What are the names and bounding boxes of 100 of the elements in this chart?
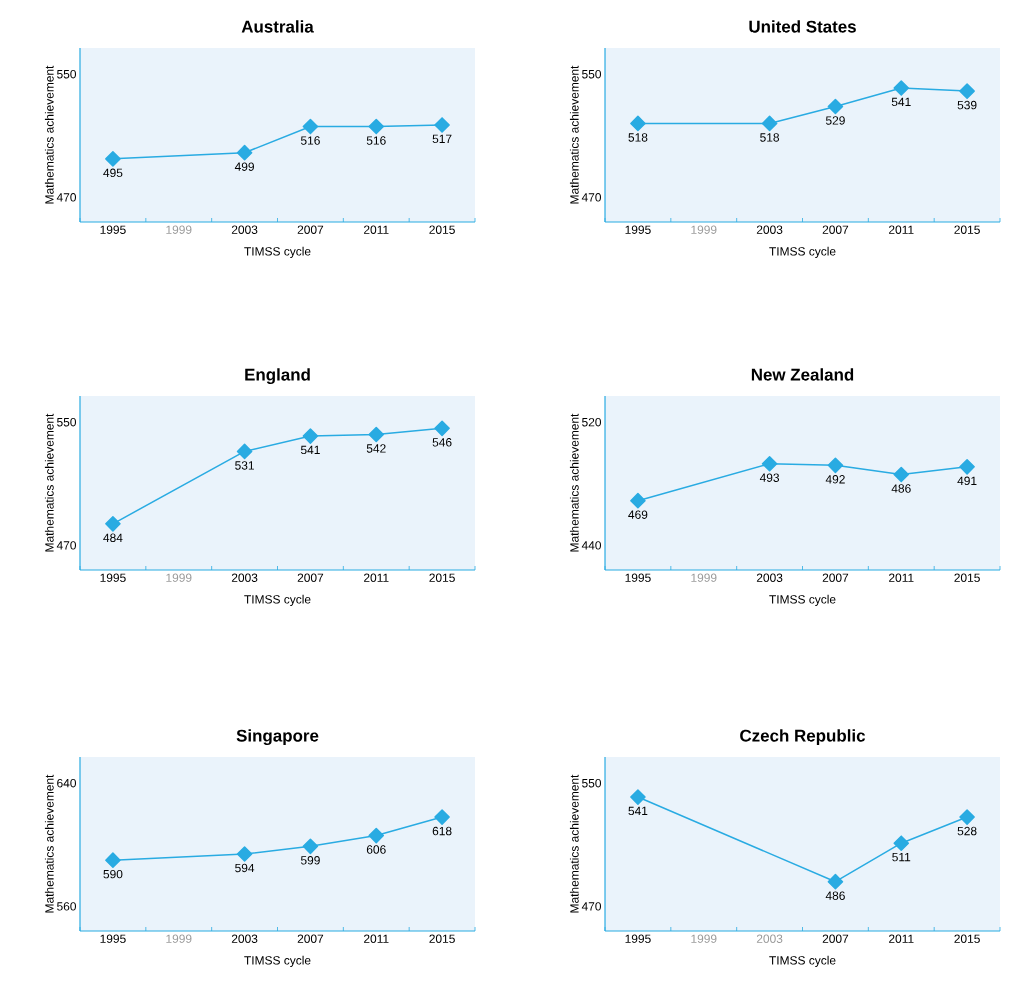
x-tick-label: 2011: [889, 934, 914, 943]
data-label: 618: [432, 826, 452, 836]
x-tick-label: 2015: [429, 934, 455, 943]
x-tick-label: 1999: [691, 934, 717, 943]
y-axis-title: Mathematics achievement: [569, 774, 579, 913]
chart-title: Australia: [241, 20, 314, 33]
chart-title: United States: [749, 20, 856, 33]
data-label: 518: [760, 133, 780, 142]
point: [630, 492, 646, 509]
data-label: 541: [628, 806, 648, 816]
x-tick-label: 2003: [231, 934, 258, 943]
point: [368, 118, 385, 135]
x-tick-label: 2011: [363, 573, 389, 582]
x-tick-label: 1995: [625, 934, 651, 943]
x-axis-title: TIMSS cycle: [244, 246, 311, 258]
point: [761, 455, 778, 472]
point: [302, 428, 319, 444]
x-axis-title: TIMSS cycle: [244, 594, 311, 606]
data-label: 541: [891, 97, 911, 107]
y-tick-label: 550: [57, 417, 77, 427]
y-tick-label: 550: [57, 69, 77, 79]
point: [434, 117, 450, 133]
data-label: 469: [628, 510, 648, 519]
point: [893, 835, 910, 852]
x-tick-label: 1999: [166, 225, 192, 234]
x-tick-label: 1995: [100, 573, 126, 582]
data-label: 529: [825, 116, 845, 125]
x-tick-label: 2007: [822, 934, 849, 943]
y-tick-label: 440: [581, 541, 602, 550]
point: [827, 873, 844, 890]
x-axis-title: TIMSS cycle: [244, 955, 311, 967]
y-tick-label: 470: [581, 902, 602, 911]
point: [827, 98, 844, 115]
y-tick-label: 470: [56, 541, 77, 550]
x-tick-label: 1999: [691, 573, 717, 582]
y-axis-title: Mathematics achievement: [569, 65, 579, 204]
x-tick-label: 1995: [625, 573, 651, 582]
x-tick-label: 2003: [756, 934, 783, 943]
x-axis-title: TIMSS cycle: [769, 955, 836, 967]
data-label: 541: [300, 445, 320, 455]
y-tick-label: 640: [57, 778, 77, 788]
data-label: 517: [432, 134, 452, 144]
data-label: 486: [825, 891, 845, 900]
data-label: 546: [432, 438, 452, 447]
x-tick-label: 2015: [954, 573, 980, 582]
data-label: 531: [235, 461, 254, 470]
y-axis-title: Mathematics achievement: [569, 413, 579, 552]
y-tick-label: 560: [57, 902, 77, 911]
point: [105, 151, 121, 167]
point: [761, 115, 778, 132]
point: [434, 809, 450, 825]
x-tick-label: 2003: [231, 225, 258, 234]
point: [827, 457, 844, 474]
point: [893, 466, 910, 483]
point: [236, 443, 253, 460]
x-tick-label: 1995: [625, 225, 651, 234]
point: [236, 846, 253, 862]
y-axis-title: Mathematics achievement: [44, 774, 54, 913]
point: [302, 838, 319, 855]
x-tick-label: 1995: [100, 934, 126, 943]
data-label: 516: [366, 136, 386, 145]
point: [236, 144, 253, 161]
data-label: 590: [103, 869, 123, 879]
data-label: 539: [957, 100, 977, 110]
data-label: 491: [957, 476, 977, 486]
x-tick-label: 2003: [756, 225, 783, 234]
x-tick-label: 2007: [297, 573, 324, 582]
data-label: 599: [300, 856, 320, 865]
x-tick-label: 2015: [429, 573, 455, 582]
y-tick-label: 550: [582, 69, 602, 79]
x-axis-title: TIMSS cycle: [769, 246, 836, 258]
y-axis-title: Mathematics achievement: [44, 413, 54, 552]
point: [959, 809, 975, 825]
point: [630, 115, 646, 132]
data-label: 594: [235, 863, 255, 873]
x-tick-label: 2011: [363, 934, 389, 943]
x-axis-title: TIMSS cycle: [769, 594, 836, 606]
chart-title: New Zealand: [751, 368, 854, 381]
data-label: 486: [891, 484, 911, 493]
point: [302, 118, 319, 135]
point: [105, 852, 121, 868]
point: [434, 420, 450, 437]
x-tick-label: 2007: [297, 225, 324, 234]
x-tick-label: 2011: [889, 225, 914, 234]
point: [368, 827, 385, 844]
data-label: 511: [892, 852, 911, 862]
x-tick-label: 2003: [231, 573, 258, 582]
x-tick-label: 2003: [756, 573, 783, 582]
data-label: 606: [366, 845, 386, 854]
x-tick-label: 2011: [889, 573, 914, 582]
x-tick-label: 1999: [691, 225, 717, 234]
x-tick-label: 1999: [166, 934, 192, 943]
data-label: 528: [957, 826, 977, 836]
data-label: 542: [366, 444, 386, 453]
y-tick-label: 520: [582, 417, 602, 427]
point: [105, 515, 121, 532]
x-tick-label: 1999: [166, 573, 192, 582]
data-label: 484: [103, 533, 123, 542]
data-label: 499: [234, 162, 254, 171]
y-tick-label: 550: [582, 778, 602, 788]
